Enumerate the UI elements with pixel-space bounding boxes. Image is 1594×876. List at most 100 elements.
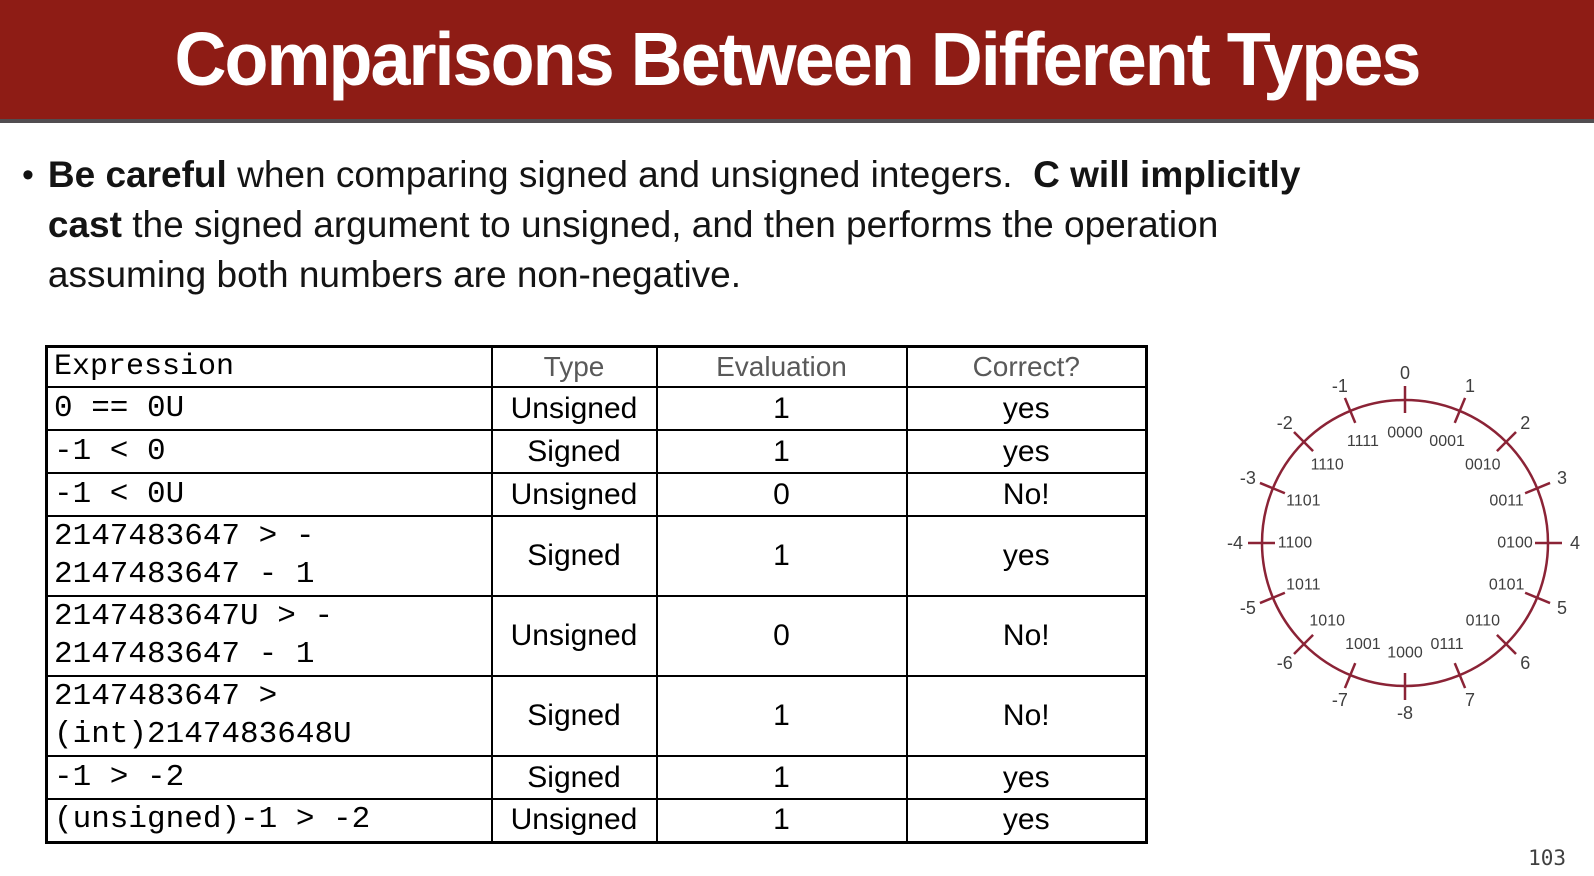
bullet-text: Be careful when comparing signed and uns…	[48, 150, 1301, 300]
wheel-decimal-label: -8	[1397, 703, 1413, 723]
wheel-binary-label: 1011	[1286, 577, 1321, 594]
cell-evaluation: 1	[655, 798, 908, 843]
page-number: 103	[1528, 846, 1566, 870]
wheel-decimal-label: 0	[1400, 363, 1410, 383]
wheel-tick	[1453, 397, 1467, 424]
cell-type: Unsigned	[490, 472, 658, 517]
wheel-decimal-label: 7	[1465, 690, 1475, 710]
cell-correct: No!	[905, 472, 1148, 517]
wheel-decimal-label: 5	[1557, 598, 1567, 618]
bullet-line: Be careful when comparing signed and uns…	[48, 150, 1301, 200]
cell-expression: 2147483647 > -2147483647 - 1	[45, 515, 493, 597]
wheel-binary-label: 0001	[1429, 433, 1465, 450]
wheel-decimal-label: 3	[1557, 468, 1567, 488]
wheel-decimal-label: 4	[1570, 533, 1580, 553]
wheel-decimal-label: 6	[1520, 653, 1530, 673]
table-row: 0 == 0U Unsigned 1 yes	[45, 386, 1148, 431]
cell-expression: -1 < 0U	[45, 472, 493, 517]
cell-type: Unsigned	[490, 798, 658, 843]
cell-correct: yes	[905, 798, 1148, 843]
wheel-tick	[1343, 397, 1357, 424]
wheel-binary-label: 1001	[1345, 636, 1381, 653]
wheel-binary-label: 0111	[1430, 636, 1463, 653]
table-head: Expression Type Evaluation Correct?	[45, 345, 1148, 388]
cell-evaluation: 1	[655, 429, 908, 474]
table-row: 2147483647U > -2147483647 - 1 Unsigned 0 No…	[45, 595, 1148, 677]
cell-expression: -1 > -2	[45, 755, 493, 800]
table-row: -1 > -2 Signed 1 yes	[45, 755, 1148, 800]
wheel-binary-label: 0101	[1489, 577, 1525, 594]
wheel-decimal-label: -7	[1332, 690, 1348, 710]
cell-evaluation: 1	[655, 755, 908, 800]
slide-header: Comparisons Between Different Types	[0, 0, 1594, 123]
cell-expression: 0 == 0U	[45, 386, 493, 431]
wheel-tick	[1259, 481, 1286, 495]
wheel-tick	[1524, 591, 1551, 605]
wheel-binary-label: 0110	[1466, 612, 1501, 629]
bullet-line: cast the signed argument to unsigned, an…	[48, 200, 1301, 250]
wheel-tick	[1293, 634, 1314, 655]
cell-evaluation: 1	[655, 386, 908, 431]
table-row: (unsigned)-1 > -2 Unsigned 1 yes	[45, 798, 1148, 843]
cell-type: Signed	[490, 675, 658, 757]
wheel-tick	[1524, 481, 1551, 495]
wheel-binary-label: 0011	[1489, 492, 1524, 509]
wheel-binary-label: 1101	[1286, 492, 1321, 509]
cell-expression: 2147483647U > -2147483647 - 1	[45, 595, 493, 677]
bullet-segment: the signed argument to unsigned, and the…	[121, 204, 1219, 245]
wheel-decimal-label: 1	[1465, 376, 1475, 396]
cell-expression: 2147483647 > (int)2147483648U	[45, 675, 493, 757]
wheel-tick	[1496, 634, 1517, 655]
wheel-binary-label: 1000	[1387, 645, 1423, 662]
wheel-tick	[1496, 431, 1517, 452]
wheel-binary-label: 0100	[1497, 535, 1533, 552]
col-header-correct: Correct?	[905, 345, 1148, 388]
comparison-table: Expression Type Evaluation Correct? 0 == 0U…	[45, 345, 1148, 844]
wheel-tick	[1453, 662, 1467, 689]
bullet-paragraph: • Be careful when comparing signed and u…	[22, 150, 1522, 300]
cell-correct: No!	[905, 675, 1148, 757]
wheel-decimal-label: -6	[1277, 653, 1293, 673]
table-body: 0 == 0U Unsigned 1 yes -1 < 0 Signed 1 yes -1 < …	[45, 386, 1148, 843]
twos-complement-number-wheel: 0000010001200103001140100501016011070111…	[1227, 363, 1580, 723]
cell-evaluation: 0	[655, 472, 908, 517]
cell-evaluation: 0	[655, 595, 908, 677]
slide-title: Comparisons Between Different Types	[174, 17, 1422, 102]
wheel-binary-label: 1010	[1309, 612, 1345, 629]
cell-correct: No!	[905, 595, 1148, 677]
bullet-line: assuming both numbers are non-negative.	[48, 250, 1301, 300]
cell-type: Signed	[490, 429, 658, 474]
wheel-tick	[1259, 591, 1286, 605]
wheel-decimal-label: -5	[1240, 598, 1256, 618]
cell-type: Signed	[490, 755, 658, 800]
wheel-decimal-label: -3	[1240, 468, 1256, 488]
table-head-row: Expression Type Evaluation Correct?	[45, 345, 1148, 388]
table-row: -1 < 0 Signed 1 yes	[45, 429, 1148, 474]
cell-evaluation: 1	[655, 515, 908, 597]
col-header-evaluation: Evaluation	[655, 345, 908, 388]
cell-correct: yes	[905, 429, 1148, 474]
cell-type: Signed	[490, 515, 658, 597]
bullet-segment: cast	[47, 204, 122, 245]
wheel-decimal-label: 2	[1520, 413, 1530, 433]
table-row: 2147483647 > (int)2147483648U Signed 1 No!	[45, 675, 1148, 757]
col-header-expression: Expression	[45, 345, 493, 388]
wheel-decimal-label: -2	[1277, 413, 1293, 433]
wheel-binary-label: 1110	[1311, 457, 1344, 474]
wheel-binary-label: 0000	[1387, 425, 1423, 442]
cell-correct: yes	[905, 515, 1148, 597]
col-header-type: Type	[490, 345, 658, 388]
bullet-segment: when comparing signed and unsigned integ…	[226, 154, 1034, 195]
wheel-binary-label: 0010	[1465, 457, 1501, 474]
cell-type: Unsigned	[490, 595, 658, 677]
bullet-marker: •	[22, 156, 34, 194]
wheel-tick	[1343, 662, 1357, 689]
bullet-segment: Be careful	[47, 154, 227, 195]
cell-expression: (unsigned)-1 > -2	[45, 798, 493, 843]
wheel-tick	[1293, 431, 1314, 452]
cell-correct: yes	[905, 386, 1148, 431]
wheel-binary-label: 1111	[1347, 433, 1379, 450]
bullet-segment: assuming both numbers are non-negative.	[47, 254, 742, 295]
wheel-decimal-label: -1	[1332, 376, 1348, 396]
